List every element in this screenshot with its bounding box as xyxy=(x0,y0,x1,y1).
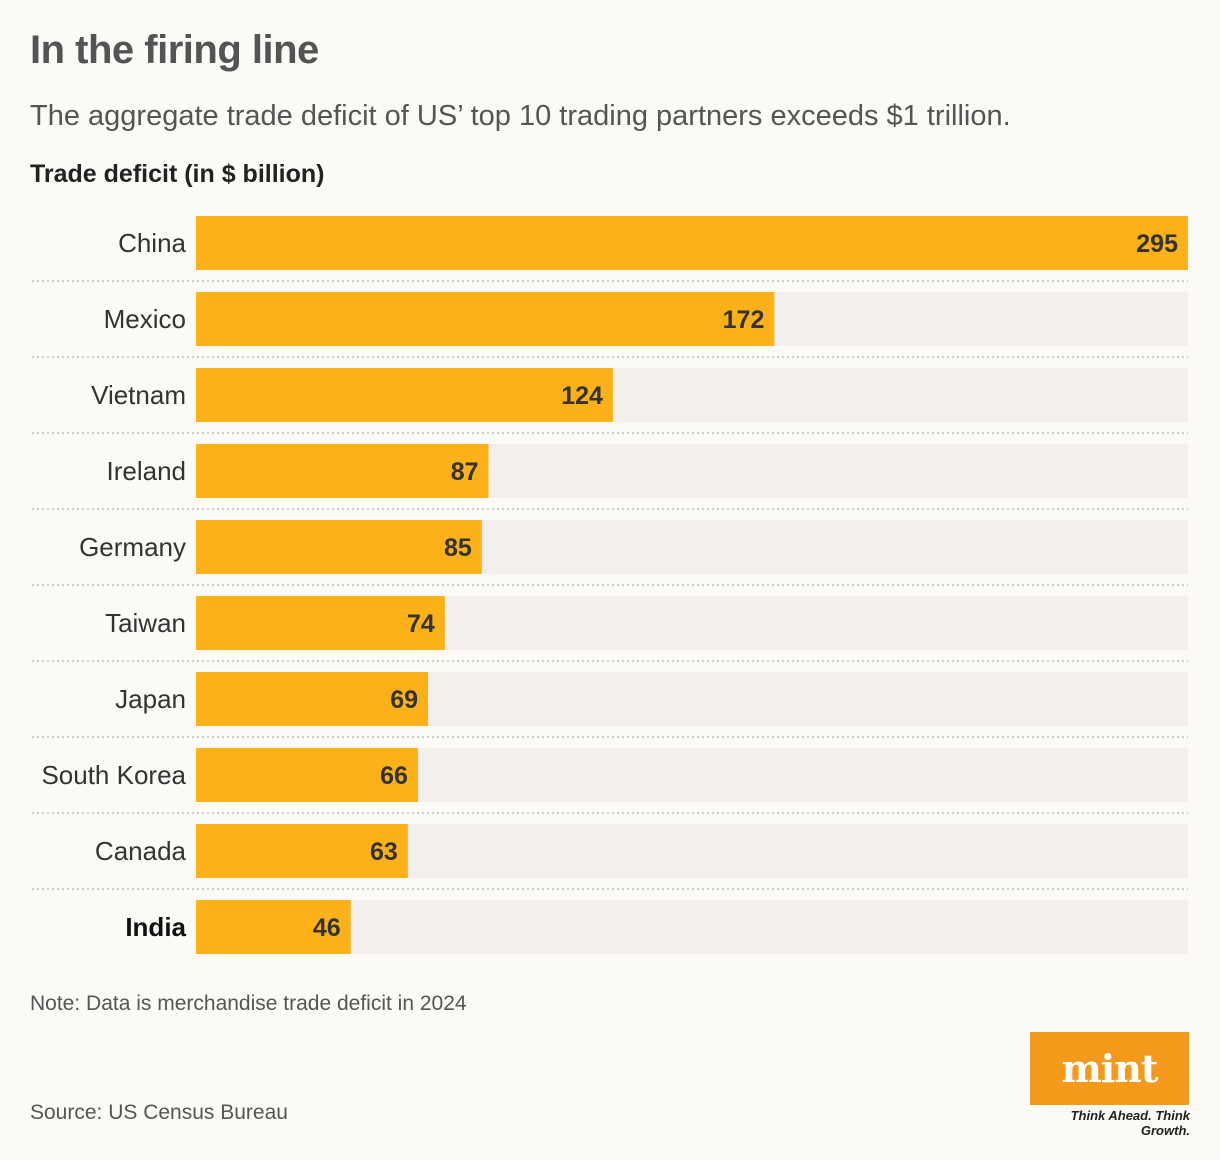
bar-south-korea xyxy=(196,748,418,802)
chart-subtitle: The aggregate trade deficit of US’ top 1… xyxy=(30,100,1011,132)
chart-title: In the firing line xyxy=(30,28,319,72)
value-label-south-korea: 66 xyxy=(380,762,408,790)
category-label-taiwan: Taiwan xyxy=(105,608,186,638)
value-label-vietnam: 124 xyxy=(561,382,603,410)
value-label-china: 295 xyxy=(1136,230,1178,258)
mint-logo: mint xyxy=(1030,1032,1189,1105)
category-label-japan: Japan xyxy=(115,684,186,714)
logo-text: mint xyxy=(1061,1046,1159,1091)
category-label-canada: Canada xyxy=(95,836,187,866)
category-label-ireland: Ireland xyxy=(107,456,187,486)
chart-source: Source: US Census Bureau xyxy=(30,1101,288,1124)
chart-note: Note: Data is merchandise trade deficit … xyxy=(30,992,467,1015)
category-label-vietnam: Vietnam xyxy=(91,380,186,410)
bar-india xyxy=(196,900,351,954)
category-label-mexico: Mexico xyxy=(104,304,186,334)
bar-track-india xyxy=(196,900,1188,954)
category-label-china: China xyxy=(118,228,186,258)
bar-taiwan xyxy=(196,596,445,650)
value-label-taiwan: 74 xyxy=(407,610,435,638)
bar-china xyxy=(196,216,1188,270)
category-label-south-korea: South Korea xyxy=(41,760,186,790)
value-label-mexico: 172 xyxy=(723,306,765,334)
category-label-india: India xyxy=(125,912,186,942)
category-label-germany: Germany xyxy=(79,532,186,562)
value-label-ireland: 87 xyxy=(451,458,479,486)
bar-japan xyxy=(196,672,429,726)
value-label-canada: 63 xyxy=(370,838,398,866)
bar-ireland xyxy=(196,444,489,498)
value-label-india: 46 xyxy=(313,914,341,942)
bar-mexico xyxy=(196,292,775,346)
bar-canada xyxy=(196,824,408,878)
bar-germany xyxy=(196,520,482,574)
value-label-germany: 85 xyxy=(444,534,472,562)
logo-tagline: Think Ahead. Think Growth. xyxy=(1070,1108,1190,1138)
bar-vietnam xyxy=(196,368,613,422)
axis-title: Trade deficit (in $ billion) xyxy=(30,160,325,188)
value-label-japan: 69 xyxy=(390,686,418,714)
bar-chart: China 295 Mexico 172 Vietnam 124 Ireland 87 Germ… xyxy=(32,216,1188,954)
